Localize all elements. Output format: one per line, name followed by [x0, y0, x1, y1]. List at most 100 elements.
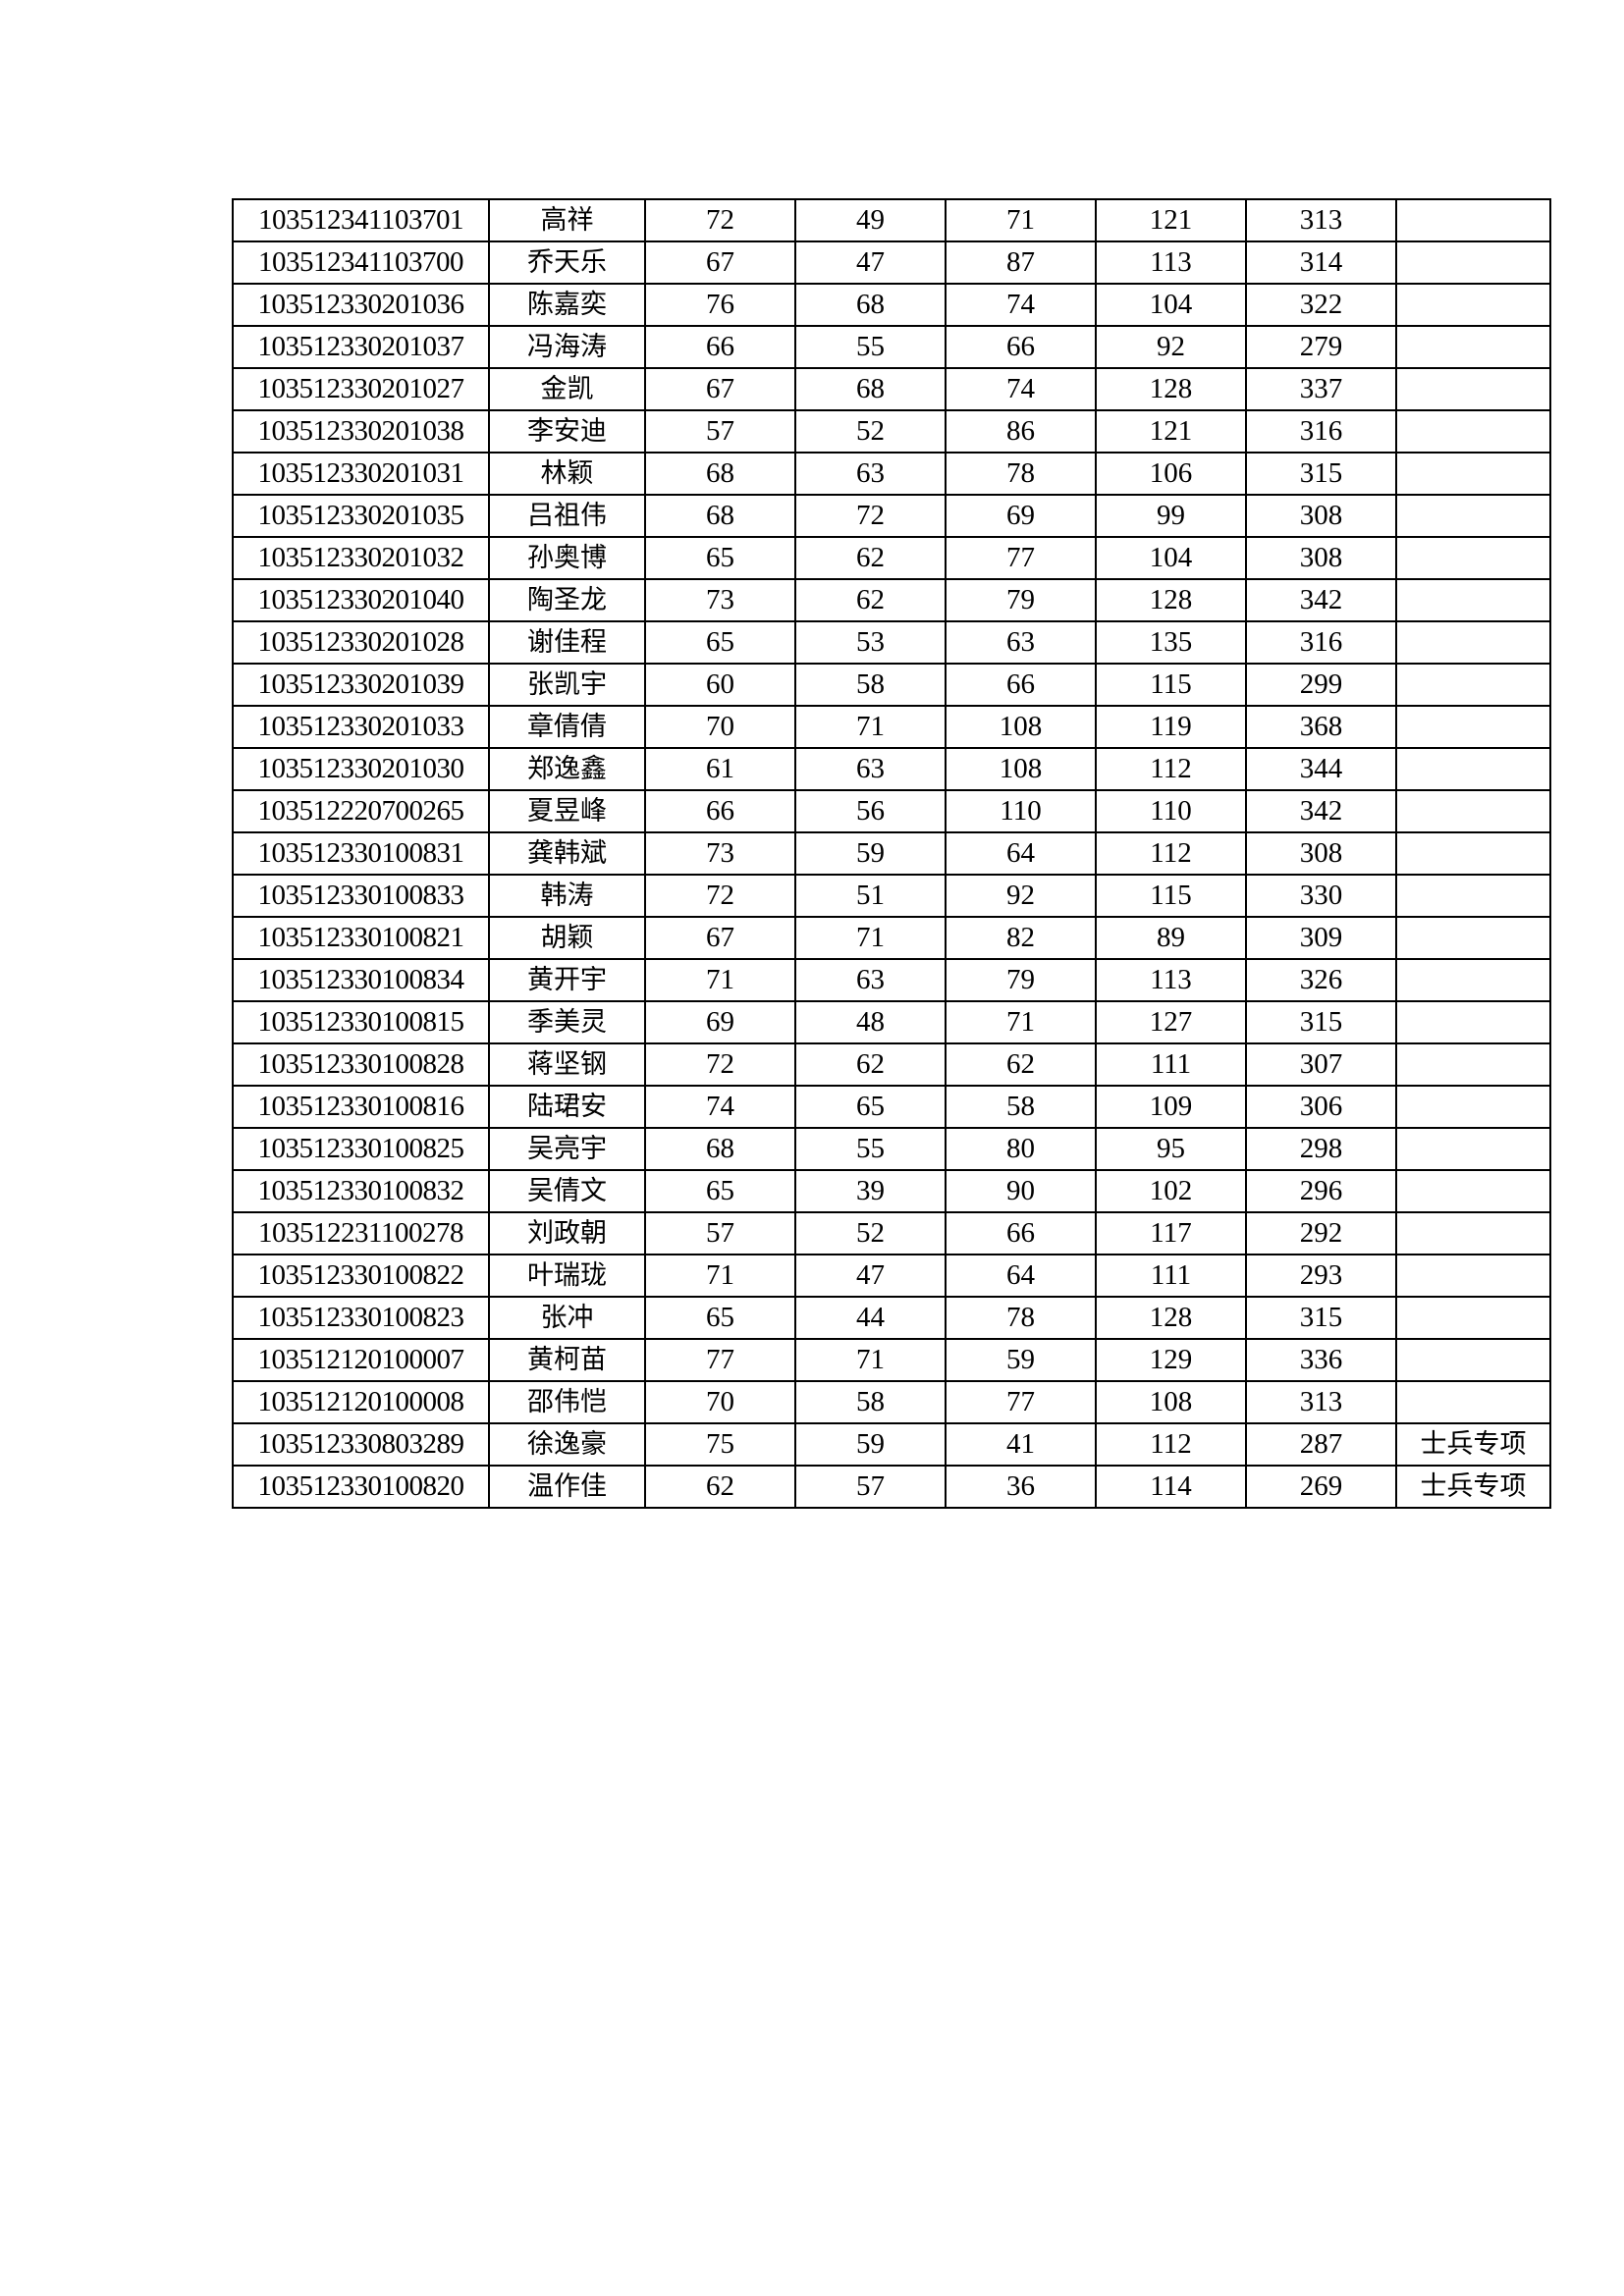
name-cell: 温作佳 [488, 1465, 646, 1509]
total-cell: 315 [1245, 452, 1397, 496]
table-row: 103512231100278 刘政朝 57 52 66 117 292 [232, 1211, 1551, 1255]
note-cell [1395, 494, 1551, 538]
score-1-cell: 72 [644, 1042, 796, 1087]
exam-id-cell: 103512330201028 [232, 620, 490, 665]
score-1-cell: 57 [644, 409, 796, 454]
score-1-cell: 67 [644, 240, 796, 285]
score-1-cell: 67 [644, 916, 796, 960]
score-4-cell: 121 [1095, 198, 1247, 242]
score-3-cell: 64 [945, 831, 1097, 876]
score-4-cell: 115 [1095, 874, 1247, 918]
total-cell: 287 [1245, 1422, 1397, 1467]
name-cell: 张冲 [488, 1296, 646, 1340]
score-3-cell: 59 [945, 1338, 1097, 1382]
total-cell: 308 [1245, 494, 1397, 538]
note-cell [1395, 1127, 1551, 1171]
name-cell: 陆珺安 [488, 1085, 646, 1129]
score-4-cell: 102 [1095, 1169, 1247, 1213]
name-cell: 韩涛 [488, 874, 646, 918]
table-row: 103512330201030 郑逸鑫 61 63 108 112 344 [232, 747, 1551, 791]
exam-id-cell: 103512330201040 [232, 578, 490, 622]
score-1-cell: 72 [644, 874, 796, 918]
note-cell [1395, 958, 1551, 1002]
exam-id-cell: 103512231100278 [232, 1211, 490, 1255]
total-cell: 316 [1245, 620, 1397, 665]
score-2-cell: 63 [794, 958, 947, 1002]
score-4-cell: 114 [1095, 1465, 1247, 1509]
note-cell [1395, 916, 1551, 960]
score-3-cell: 66 [945, 663, 1097, 707]
note-cell [1395, 409, 1551, 454]
table-row: 103512330201028 谢佳程 65 53 63 135 316 [232, 620, 1551, 665]
name-cell: 吴亮宇 [488, 1127, 646, 1171]
total-cell: 299 [1245, 663, 1397, 707]
score-4-cell: 89 [1095, 916, 1247, 960]
table-row: 103512120100007 黄柯苗 77 71 59 129 336 [232, 1338, 1551, 1382]
table-row: 103512330100816 陆珺安 74 65 58 109 306 [232, 1085, 1551, 1129]
name-cell: 季美灵 [488, 1000, 646, 1044]
name-cell: 黄柯苗 [488, 1338, 646, 1382]
score-1-cell: 75 [644, 1422, 796, 1467]
exam-id-cell: 103512330100816 [232, 1085, 490, 1129]
score-3-cell: 41 [945, 1422, 1097, 1467]
score-2-cell: 53 [794, 620, 947, 665]
score-4-cell: 111 [1095, 1254, 1247, 1298]
score-3-cell: 74 [945, 283, 1097, 327]
exam-id-cell: 103512330100823 [232, 1296, 490, 1340]
score-2-cell: 65 [794, 1085, 947, 1129]
total-cell: 279 [1245, 325, 1397, 369]
note-cell [1395, 1211, 1551, 1255]
total-cell: 330 [1245, 874, 1397, 918]
score-1-cell: 74 [644, 1085, 796, 1129]
note-cell [1395, 831, 1551, 876]
name-cell: 叶瑞珑 [488, 1254, 646, 1298]
note-cell [1395, 874, 1551, 918]
score-3-cell: 71 [945, 198, 1097, 242]
total-cell: 313 [1245, 1380, 1397, 1424]
score-4-cell: 117 [1095, 1211, 1247, 1255]
exam-id-cell: 103512330100828 [232, 1042, 490, 1087]
score-3-cell: 108 [945, 747, 1097, 791]
score-2-cell: 71 [794, 705, 947, 749]
score-1-cell: 71 [644, 1254, 796, 1298]
score-2-cell: 52 [794, 409, 947, 454]
score-2-cell: 56 [794, 789, 947, 833]
note-cell [1395, 452, 1551, 496]
exam-id-cell: 103512330201033 [232, 705, 490, 749]
score-3-cell: 78 [945, 452, 1097, 496]
total-cell: 316 [1245, 409, 1397, 454]
score-3-cell: 71 [945, 1000, 1097, 1044]
score-1-cell: 65 [644, 536, 796, 580]
score-4-cell: 127 [1095, 1000, 1247, 1044]
table-row: 103512330201039 张凯宇 60 58 66 115 299 [232, 663, 1551, 707]
score-4-cell: 119 [1095, 705, 1247, 749]
score-table: 103512341103701 高祥 72 49 71 121 313 10351234110… [232, 198, 1551, 1509]
score-2-cell: 47 [794, 240, 947, 285]
table-row: 103512330100831 龚韩斌 73 59 64 112 308 [232, 831, 1551, 876]
score-4-cell: 95 [1095, 1127, 1247, 1171]
score-2-cell: 57 [794, 1465, 947, 1509]
score-2-cell: 47 [794, 1254, 947, 1298]
exam-id-cell: 103512330201039 [232, 663, 490, 707]
note-cell [1395, 1254, 1551, 1298]
score-4-cell: 112 [1095, 1422, 1247, 1467]
exam-id-cell: 103512220700265 [232, 789, 490, 833]
score-4-cell: 112 [1095, 747, 1247, 791]
name-cell: 吕祖伟 [488, 494, 646, 538]
score-1-cell: 77 [644, 1338, 796, 1382]
table-row: 103512330100833 韩涛 72 51 92 115 330 [232, 874, 1551, 918]
total-cell: 269 [1245, 1465, 1397, 1509]
score-1-cell: 65 [644, 1296, 796, 1340]
score-2-cell: 52 [794, 1211, 947, 1255]
score-1-cell: 67 [644, 367, 796, 411]
name-cell: 邵伟恺 [488, 1380, 646, 1424]
exam-id-cell: 103512330100831 [232, 831, 490, 876]
table-row: 103512330201027 金凯 67 68 74 128 337 [232, 367, 1551, 411]
score-4-cell: 128 [1095, 367, 1247, 411]
table-row: 103512330201036 陈嘉奕 76 68 74 104 322 [232, 283, 1551, 327]
table-row: 103512330100832 吴倩文 65 39 90 102 296 [232, 1169, 1551, 1213]
score-1-cell: 73 [644, 578, 796, 622]
note-cell [1395, 283, 1551, 327]
exam-id-cell: 103512341103701 [232, 198, 490, 242]
name-cell: 李安迪 [488, 409, 646, 454]
